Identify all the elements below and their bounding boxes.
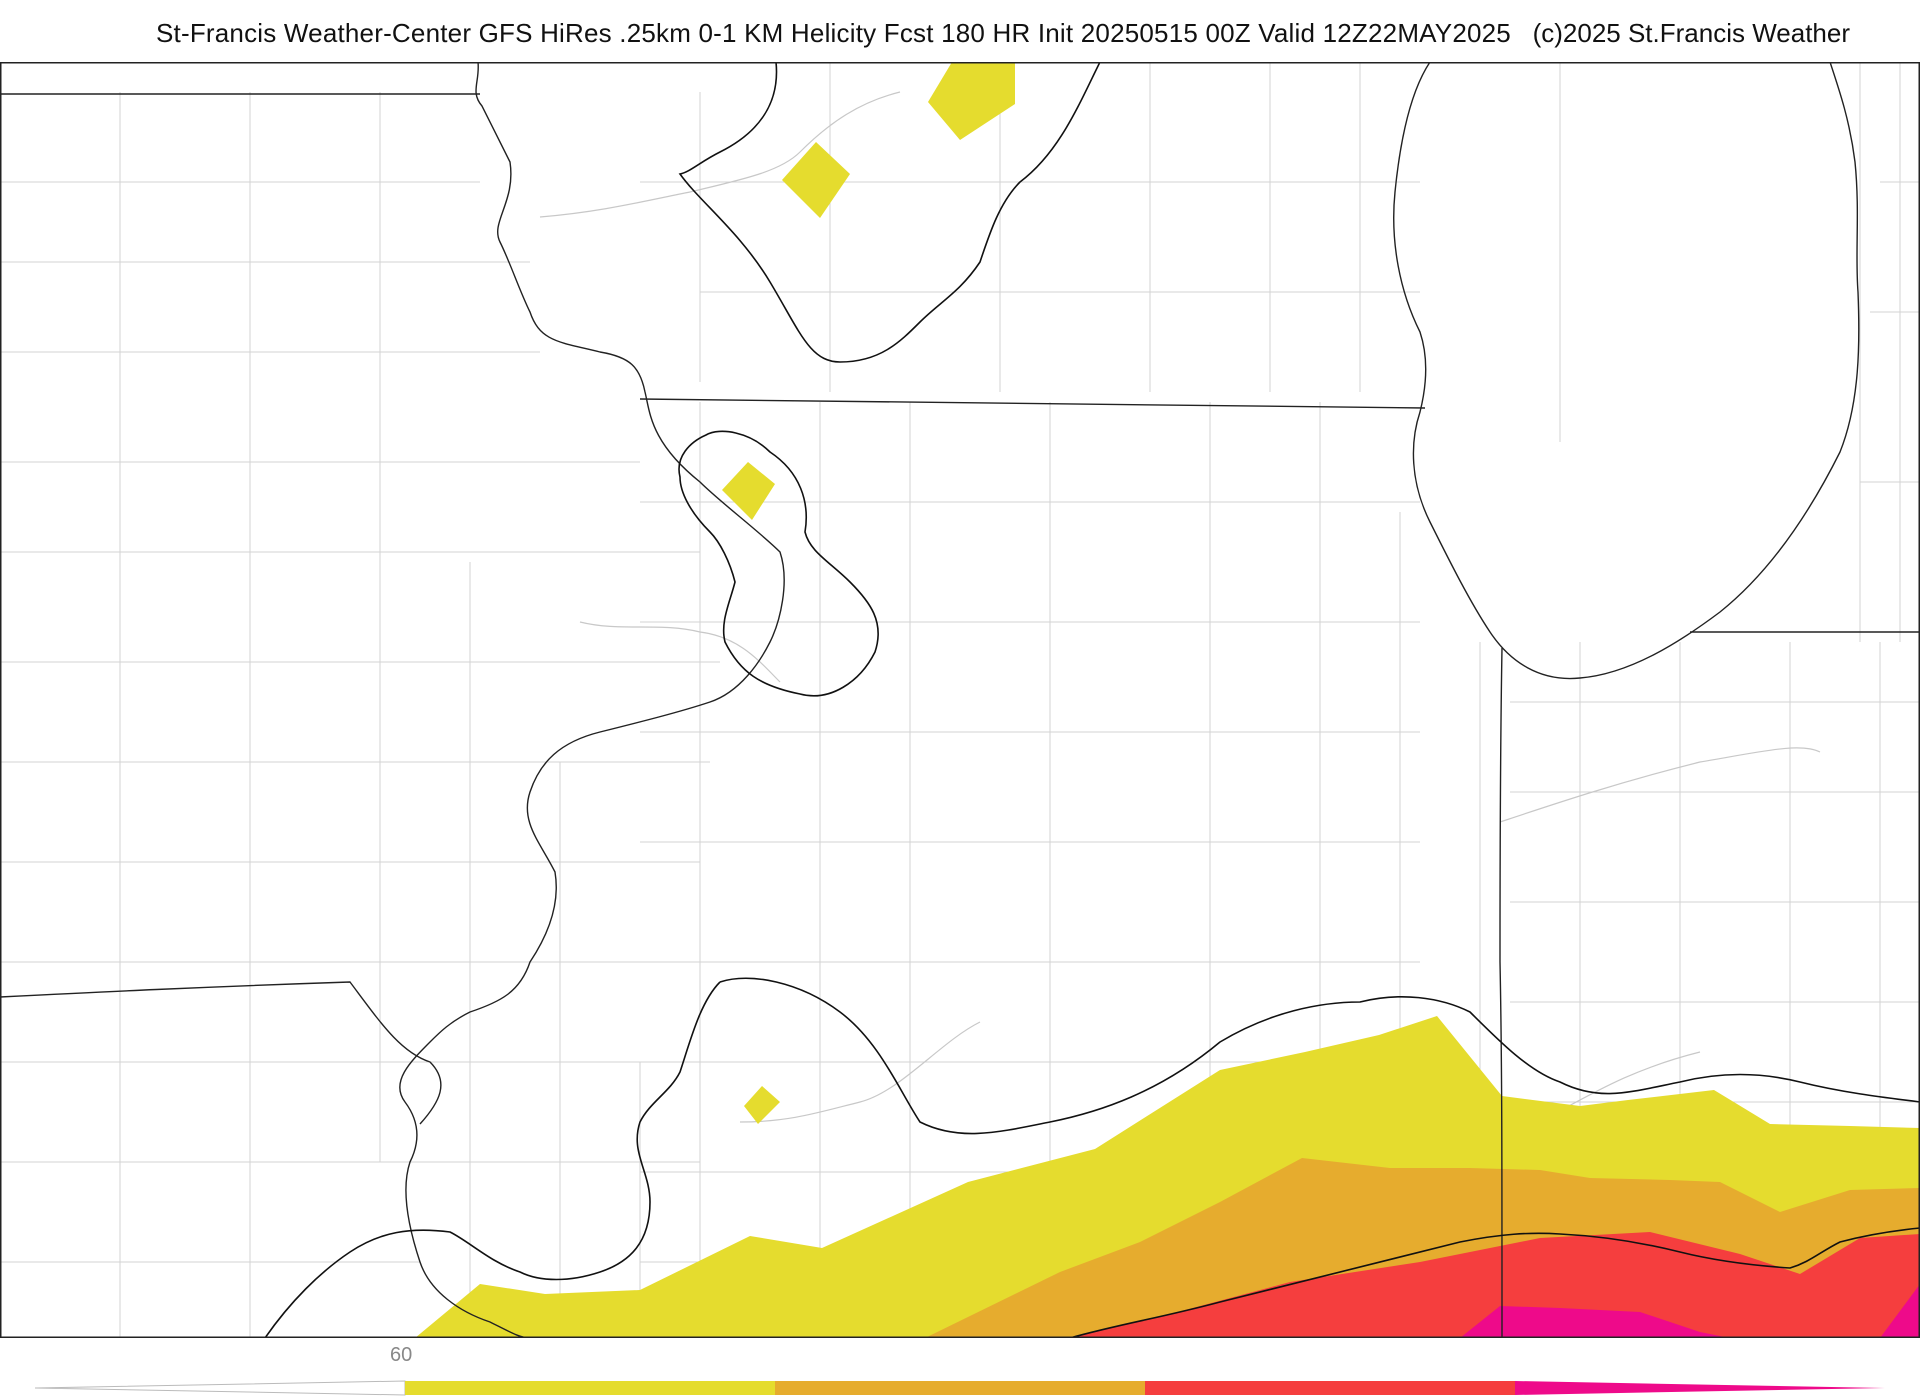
- legend-colorbar: [34, 1380, 1885, 1396]
- color-legend: 60: [0, 1340, 1920, 1400]
- helicity-contours: [264, 62, 1920, 1338]
- legend-segment-3: [1145, 1381, 1515, 1395]
- helicity-spot: [928, 62, 1015, 140]
- helicity-map: [0, 62, 1920, 1338]
- map-border: [0, 62, 1920, 1338]
- helicity-band-4: [1880, 1284, 1920, 1338]
- legend-segment-2: [775, 1381, 1145, 1395]
- helicity-band-4: [1460, 1306, 1730, 1338]
- chart-header: St-Francis Weather-Center GFS HiRes .25k…: [0, 14, 1920, 54]
- state-lines: [0, 62, 1920, 1338]
- legend-segment-1: [405, 1381, 775, 1395]
- copyright-label: (c)2025 St.Francis Weather: [1532, 18, 1850, 48]
- legend-segment-4: [1515, 1381, 1885, 1395]
- chart-title: St-Francis Weather-Center GFS HiRes .25k…: [156, 18, 1511, 48]
- county-lines: [0, 62, 1920, 1338]
- legend-tick-label: 60: [390, 1344, 413, 1366]
- legend-white-segment: [34, 1380, 406, 1396]
- helicity-spot: [744, 1086, 780, 1124]
- helicity-spot: [782, 142, 850, 218]
- helicity-spot: [722, 462, 775, 520]
